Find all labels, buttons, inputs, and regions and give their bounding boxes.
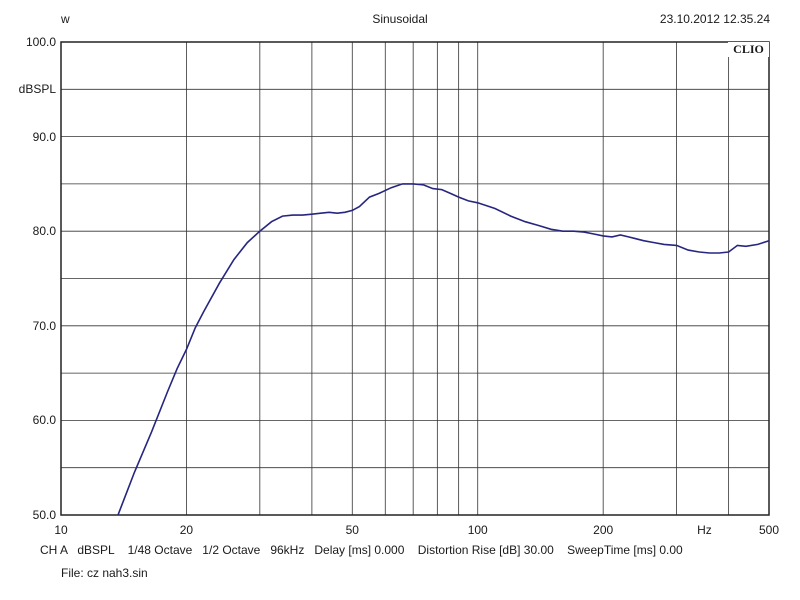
- x-tick-label: 500: [758, 523, 780, 537]
- y-tick-label: 90.0: [32, 129, 56, 144]
- x-tick-label: 20: [179, 523, 194, 537]
- horizontal-grid: [61, 88, 769, 469]
- chart-title: Sinusoidal: [372, 12, 428, 26]
- y-tick-label: dBSPL: [18, 82, 56, 97]
- frequency-response-chart: [60, 41, 770, 516]
- x-tick-label: 50: [345, 523, 359, 537]
- x-tick-label: 100: [467, 523, 488, 537]
- y-tick-label: 70.0: [32, 318, 56, 333]
- timestamp: 23.10.2012 12.35.24: [659, 12, 770, 26]
- x-tick-label: 200: [593, 523, 614, 537]
- y-tick-label: 60.0: [32, 413, 56, 428]
- clio-logo: CLIO: [728, 42, 769, 57]
- file-name: File: cz nah3.sin: [61, 566, 148, 580]
- y-tick-label: 100.0: [25, 35, 56, 49]
- x-tick-label: Hz: [697, 523, 712, 537]
- y-tick-label: 50.0: [32, 508, 56, 522]
- x-tick-label: 10: [54, 523, 68, 537]
- measurement-settings: CH A dBSPL 1/48 Octave 1/2 Octave 96kHz …: [40, 543, 683, 557]
- header-left-label: w: [61, 12, 70, 26]
- response-curve: [117, 183, 770, 516]
- y-tick-label: 80.0: [32, 224, 56, 239]
- plot-frame: [60, 41, 770, 516]
